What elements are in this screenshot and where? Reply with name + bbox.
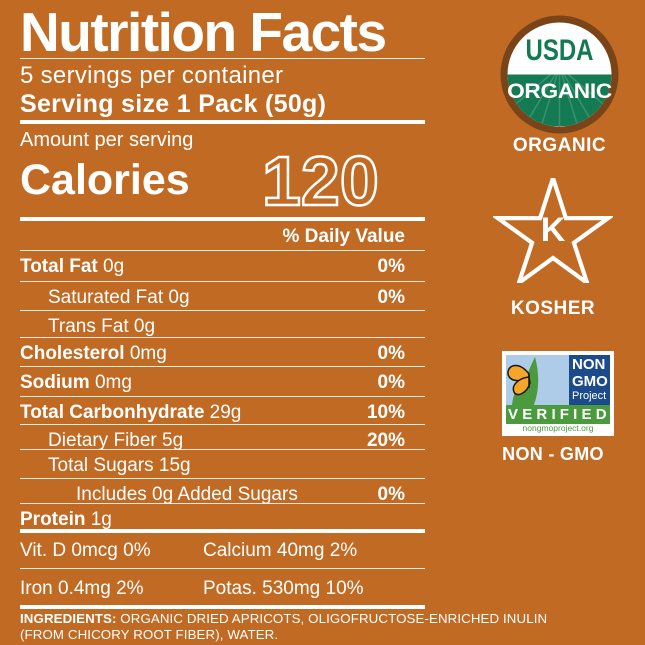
svg-text:GMO: GMO — [572, 373, 608, 390]
svg-text:USDA: USDA — [526, 34, 594, 67]
svg-text:K: K — [541, 211, 566, 249]
svg-text:NON: NON — [572, 356, 605, 373]
svg-text:nongmoproject.org: nongmoproject.org — [523, 423, 594, 433]
svg-text:Project: Project — [572, 390, 606, 402]
svg-text:ORGANIC: ORGANIC — [507, 79, 612, 103]
svg-text:VERIFIED: VERIFIED — [508, 406, 611, 423]
